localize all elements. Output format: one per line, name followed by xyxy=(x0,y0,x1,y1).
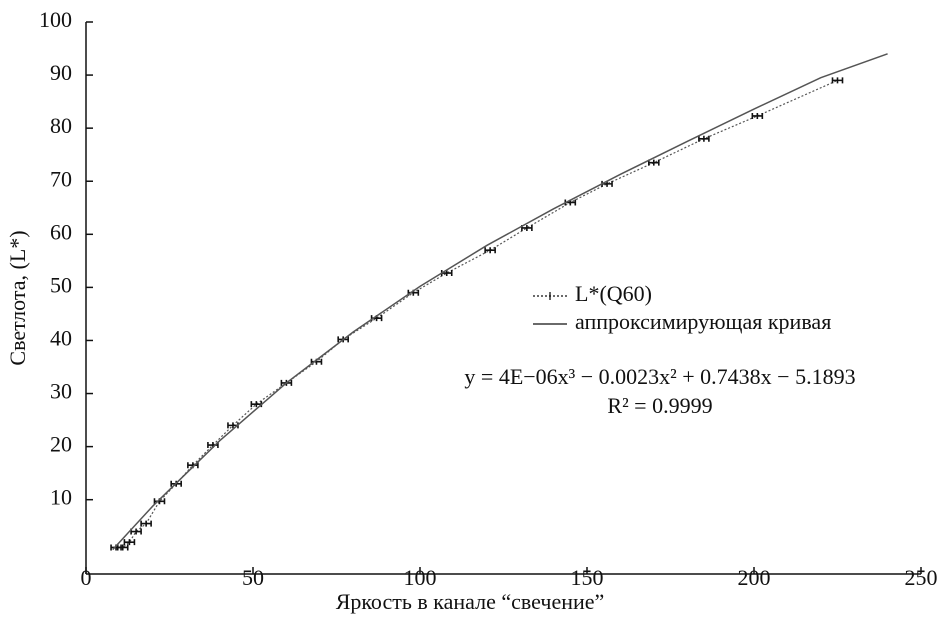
data-point xyxy=(250,401,263,408)
y-tick-label: 70 xyxy=(50,166,72,191)
data-point xyxy=(521,224,533,231)
y-tick-label: 50 xyxy=(50,272,72,297)
data-point xyxy=(407,289,420,296)
y-tick-label: 60 xyxy=(50,219,72,244)
data-point xyxy=(227,422,239,429)
y-tick-label: 100 xyxy=(39,7,72,32)
legend-label: L*(Q60) xyxy=(575,281,652,306)
x-tick-label: 150 xyxy=(571,565,604,590)
data-point xyxy=(140,520,152,527)
data-point xyxy=(831,77,844,84)
data-point xyxy=(207,442,219,449)
y-tick-label: 80 xyxy=(50,113,72,138)
x-tick-label: 250 xyxy=(905,565,938,590)
data-point xyxy=(698,135,710,142)
data-point xyxy=(123,539,136,546)
y-axis-label: Светлота, (L*) xyxy=(5,230,30,365)
x-tick-label: 50 xyxy=(242,565,264,590)
data-point xyxy=(310,358,323,365)
data-point xyxy=(484,247,496,254)
x-tick-label: 100 xyxy=(404,565,437,590)
data-point xyxy=(648,159,660,166)
series-line xyxy=(112,53,888,551)
data-point xyxy=(130,528,142,535)
data-point xyxy=(751,112,764,119)
y-tick-label: 90 xyxy=(50,60,72,85)
y-tick-label: 10 xyxy=(50,485,72,510)
data-point xyxy=(153,498,166,505)
x-axis-label: Яркость в канале “свечение” xyxy=(336,589,605,614)
y-tick-label: 20 xyxy=(50,432,72,457)
data-point xyxy=(370,315,383,322)
data-point xyxy=(116,544,129,551)
x-tick-label: 0 xyxy=(81,565,92,590)
x-tick-label: 200 xyxy=(738,565,771,590)
y-tick-label: 40 xyxy=(50,326,72,351)
data-point xyxy=(187,462,199,469)
r-squared: R² = 0.9999 xyxy=(607,393,712,418)
data-point xyxy=(110,544,122,551)
y-tick-label: 30 xyxy=(50,379,72,404)
equation: y = 4E−06x³ − 0.0023x² + 0.7438x − 5.189… xyxy=(464,364,855,389)
legend-label: аппроксимирующая кривая xyxy=(575,309,831,334)
data-point xyxy=(440,270,453,277)
